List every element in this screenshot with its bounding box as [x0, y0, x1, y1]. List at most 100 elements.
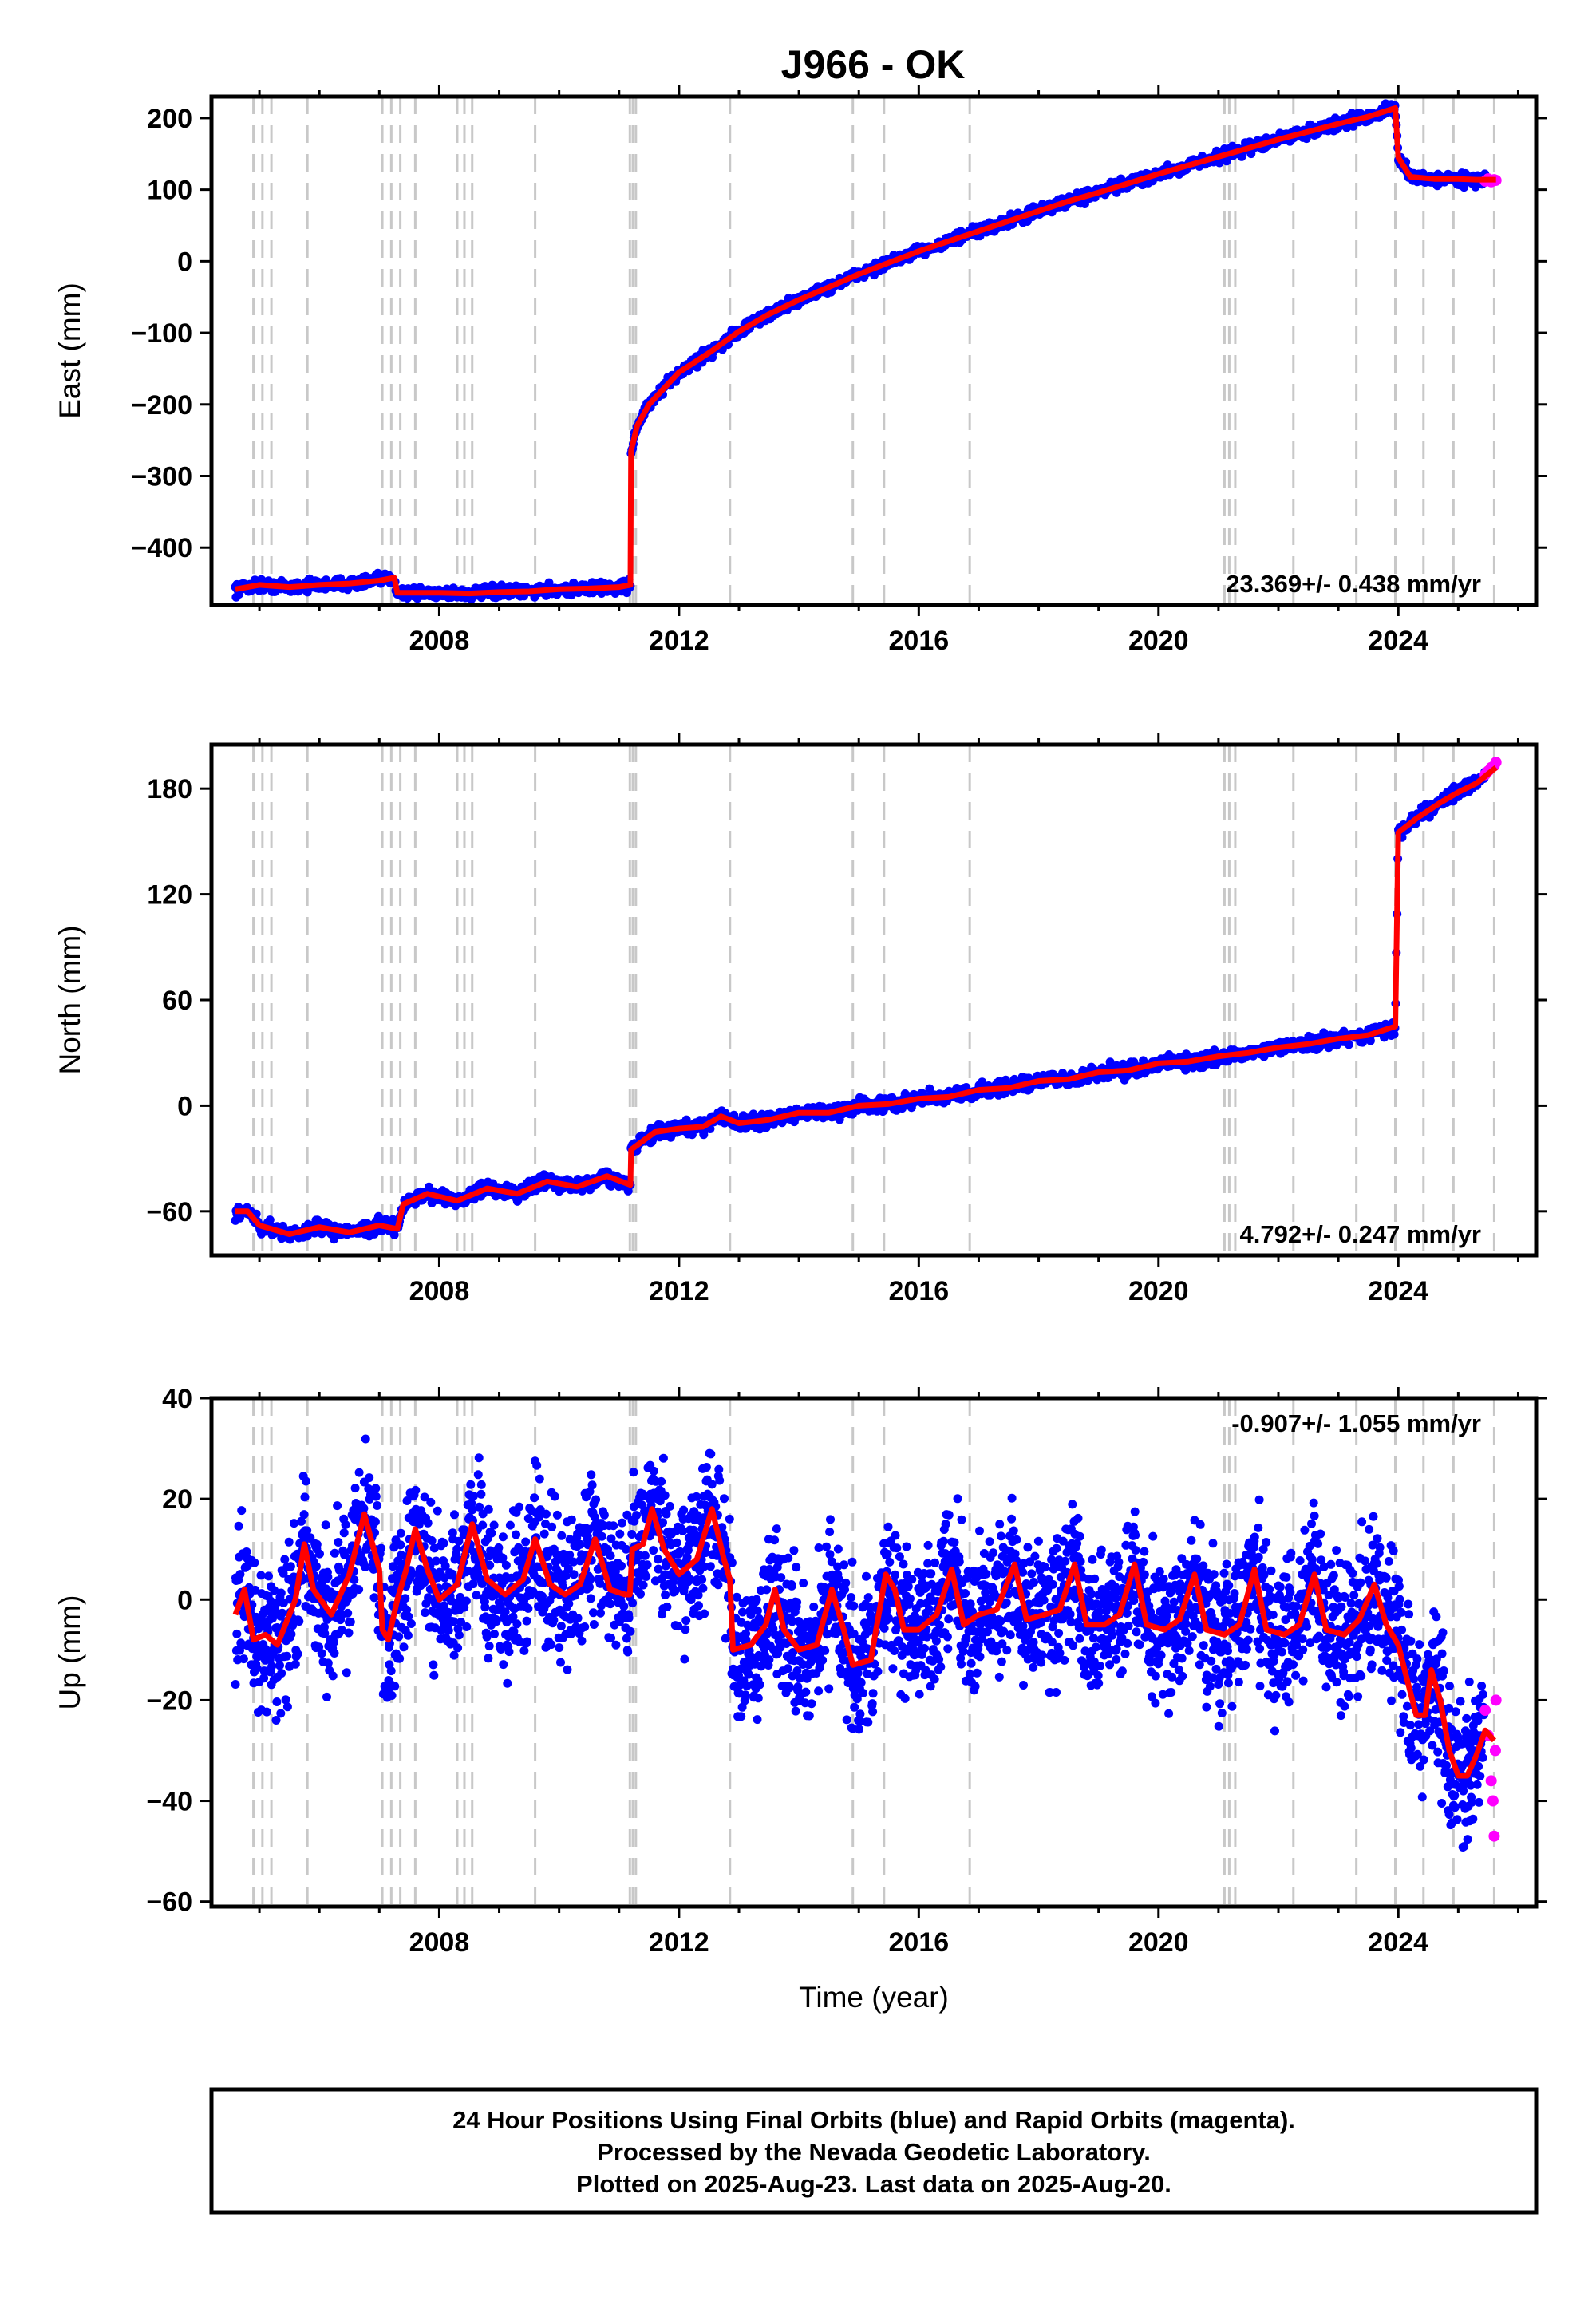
plot-frame [209, 94, 1539, 607]
final-orbit-point [530, 1493, 539, 1503]
final-orbit-point [595, 1579, 605, 1588]
final-orbit-point [361, 1563, 370, 1571]
final-orbit-point [453, 1643, 463, 1653]
final-orbit-point [670, 1587, 680, 1596]
final-orbit-point [567, 1515, 576, 1524]
final-orbit-point [402, 1496, 412, 1505]
final-orbit-point [596, 1608, 605, 1618]
final-orbit-point [235, 1570, 245, 1579]
final-orbit-point [370, 1517, 380, 1527]
final-orbit-point [270, 1586, 279, 1595]
final-orbit-point [350, 1484, 360, 1493]
final-orbit-point [603, 1544, 612, 1554]
final-orbit-point [461, 1596, 471, 1606]
final-orbit-point [232, 1629, 242, 1638]
final-orbit-point [297, 1516, 306, 1526]
final-orbit-point [377, 1543, 386, 1553]
final-orbit-point [500, 1607, 510, 1617]
plot-area [231, 1398, 1502, 1907]
final-orbit-point [373, 1501, 382, 1510]
final-orbit-point [275, 1661, 284, 1670]
final-orbit-point [272, 1697, 282, 1706]
final-orbit-point [281, 1695, 290, 1705]
final-orbit-point [389, 1230, 399, 1239]
final-orbit-point [575, 1539, 585, 1549]
y-tick-label: −200 [131, 390, 192, 421]
final-orbit-point [681, 1625, 690, 1634]
x-tick-label: 2012 [649, 626, 709, 656]
final-orbit-point [561, 1571, 571, 1581]
y-tick-label: 100 [147, 176, 192, 206]
final-orbit-point [674, 1622, 683, 1631]
final-orbit-point [484, 1504, 493, 1514]
final-orbit-point [468, 1579, 478, 1589]
final-orbit-point [427, 1536, 437, 1545]
final-orbit-point [660, 1491, 670, 1500]
final-orbit-point [290, 1659, 300, 1669]
final-orbit-point [496, 1645, 506, 1654]
final-orbit-point [642, 1572, 651, 1581]
final-orbit-point [231, 1680, 240, 1689]
final-orbit-point [565, 1535, 575, 1544]
final-orbit-point [547, 1640, 556, 1650]
final-orbit-point [276, 1588, 286, 1598]
final-orbit-point [627, 1530, 637, 1539]
final-orbit-point [466, 1480, 476, 1489]
final-orbit-point [394, 1632, 404, 1642]
final-orbit-point [573, 1614, 583, 1623]
final-orbit-point [623, 1647, 633, 1657]
final-orbit-point [276, 1709, 286, 1718]
final-orbit-point [454, 1536, 464, 1546]
final-orbit-point [649, 1466, 658, 1476]
final-orbit-point [323, 1658, 333, 1668]
y-axis-label: North (mm) [53, 925, 86, 1074]
final-orbit-point [343, 1608, 353, 1618]
final-orbit-point [618, 1518, 626, 1528]
final-orbit-point [449, 1650, 459, 1660]
y-tick-label: 60 [162, 986, 192, 1016]
final-orbit-point [449, 1617, 459, 1626]
final-orbit-point [344, 1628, 354, 1638]
final-orbit-point [512, 1530, 521, 1539]
final-orbit-point [589, 1620, 598, 1629]
final-orbit-point [679, 1505, 689, 1515]
y-tick-label: 180 [147, 774, 192, 804]
final-orbit-point [544, 578, 554, 587]
final-orbit-point [534, 1512, 543, 1522]
final-orbit-point [390, 1682, 400, 1691]
final-orbit-point [293, 1649, 302, 1658]
final-orbit-point [597, 1531, 606, 1541]
final-orbit-point [250, 1558, 259, 1567]
final-orbit-point [658, 1518, 667, 1528]
final-orbit-point [682, 1552, 692, 1562]
final-orbit-point [552, 1510, 562, 1520]
final-orbit-point [426, 1497, 436, 1507]
final-orbit-point [234, 1521, 243, 1531]
final-orbit-point [606, 1599, 615, 1609]
final-orbit-point [547, 1522, 557, 1531]
x-tick-label: 2008 [409, 626, 470, 656]
velocity-annotation: 4.792+/- 0.247 mm/yr [1240, 1220, 1481, 1248]
final-orbit-point [256, 1571, 266, 1580]
final-orbit-point [403, 1630, 413, 1640]
final-orbit-point [294, 1617, 304, 1626]
final-orbit-point [521, 1537, 531, 1547]
final-orbit-point [662, 1602, 672, 1611]
y-tick-label: 120 [147, 880, 192, 911]
final-orbit-point [504, 1647, 514, 1657]
final-orbit-point [658, 1453, 668, 1463]
final-orbit-point [462, 1622, 472, 1631]
x-tick-label: 2012 [649, 1276, 709, 1306]
final-orbit-point [654, 1555, 663, 1564]
final-orbit-point [350, 1575, 359, 1584]
final-orbit-point [637, 1500, 646, 1510]
final-orbit-point [642, 1560, 652, 1570]
final-orbit-point [508, 1612, 518, 1622]
final-orbit-point [591, 1495, 601, 1504]
final-orbit-point [476, 1480, 486, 1489]
final-orbit-point [606, 1534, 616, 1543]
final-orbit-point [439, 1601, 448, 1611]
